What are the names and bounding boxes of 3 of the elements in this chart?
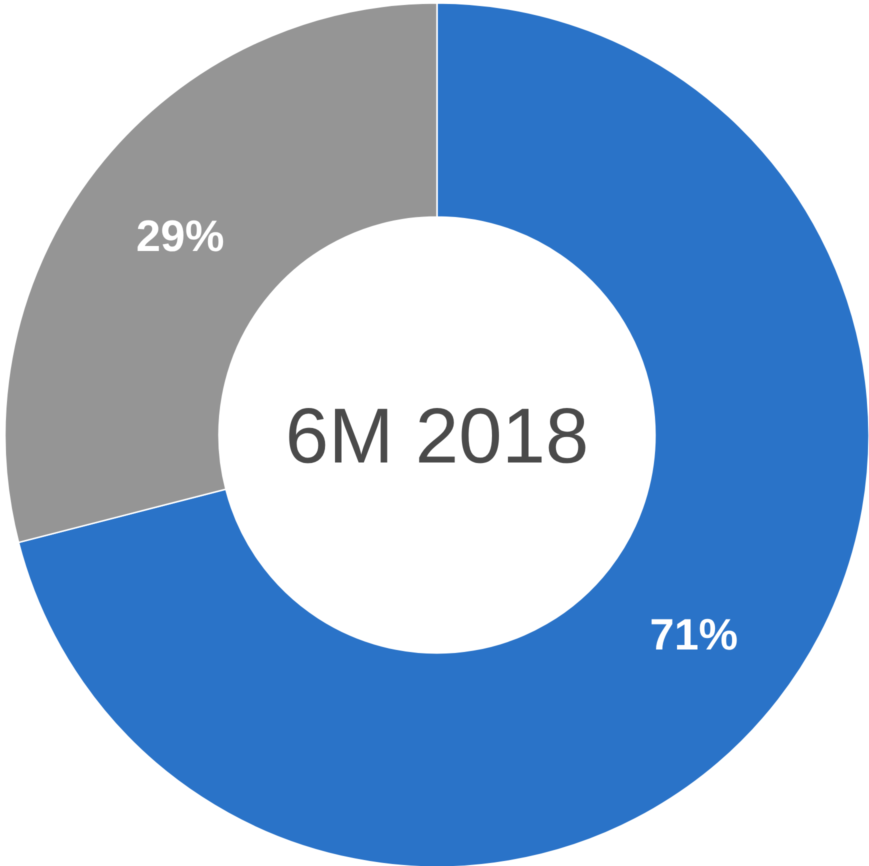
data-label: 71% bbox=[650, 610, 738, 660]
data-label: 29% bbox=[136, 212, 224, 262]
text: 6M 2018 bbox=[285, 391, 589, 480]
